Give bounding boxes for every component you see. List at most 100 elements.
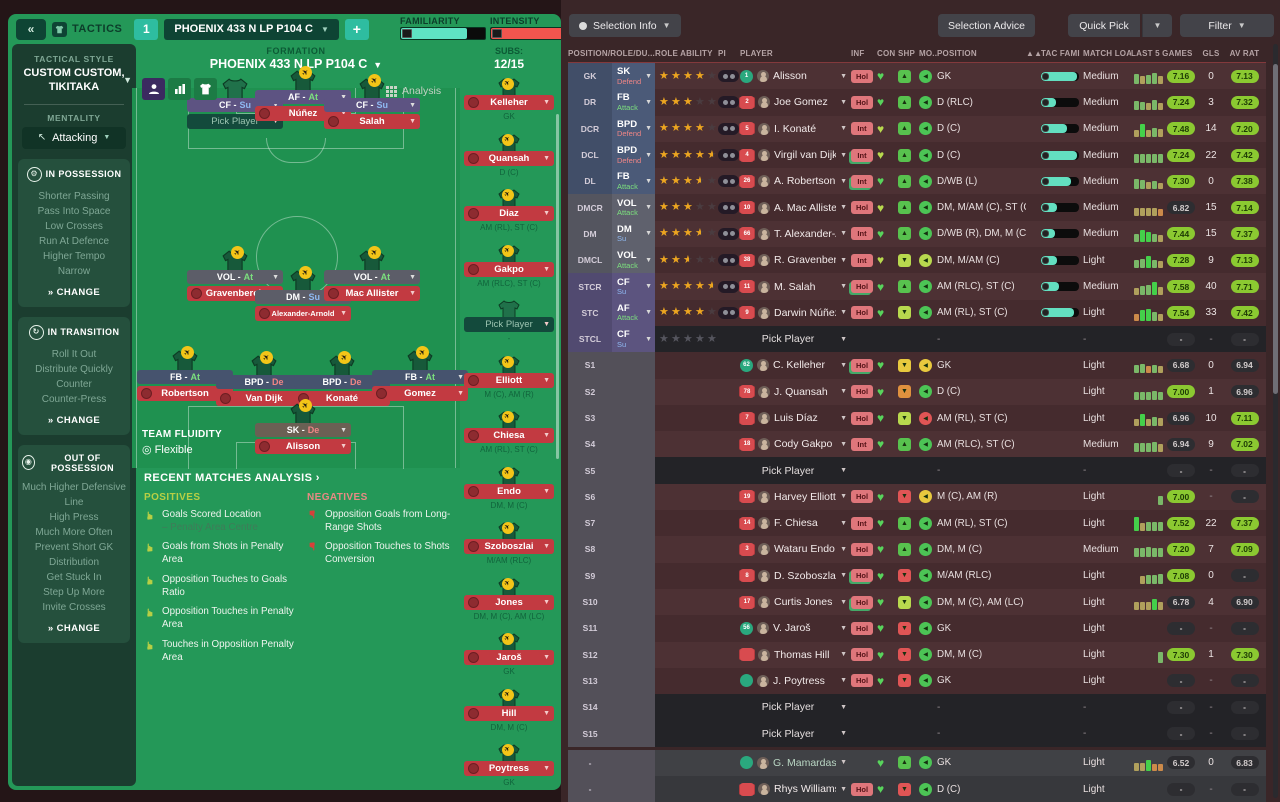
role-duty-cell[interactable] <box>612 720 655 747</box>
rma-title[interactable]: RECENT MATCHES ANALYSIS › <box>144 472 320 484</box>
info-tag[interactable]: Hol <box>851 69 873 83</box>
role-duty-cell[interactable]: BPD Defend ▼ <box>612 115 655 142</box>
player-cell[interactable]: 2 Joe Gomez ▼ <box>740 89 851 115</box>
table-row-wataru-endo[interactable]: S8 3 Wataru Endo ▼ Hol ♥ ▲ ◀ DM, M (C) Medium 7.20… <box>568 536 1266 563</box>
info-tag[interactable]: Hol <box>851 358 873 372</box>
swap-transfer-icon[interactable]: ✈ <box>502 244 514 257</box>
role-duty-pill[interactable]: VOL - At ▼ <box>187 270 283 284</box>
quick-pick-button[interactable]: Quick Pick <box>1068 14 1140 37</box>
player-cell[interactable]: Pick Player ▼ <box>740 326 851 352</box>
info-tag[interactable]: Hol <box>851 280 873 294</box>
info-tag[interactable]: Hol <box>851 306 873 320</box>
change-button[interactable]: » CHANGE <box>47 622 101 634</box>
swap-transfer-icon[interactable]: ✈ <box>502 466 514 479</box>
table-row-harvey-elliott[interactable]: S6 19 Harvey Elliott ▼ Hol ♥ ▼ ◀ M (C), AM (R) Li… <box>568 483 1266 511</box>
player-instructions-icon[interactable] <box>718 175 739 188</box>
table-row-alisson[interactable]: GK SK Defend ▼ ★ ★ ★ ★ ★ ★ ★ ★ ★ 1 Alisson ▼ Hol ♥ ▲ ◀ GK Med… <box>568 63 1266 90</box>
role-duty-cell[interactable]: CF Su ▼ <box>612 325 655 353</box>
role-duty-cell[interactable]: FB Attack ▼ <box>612 89 655 116</box>
pick-player-dropdown[interactable]: Pick Player <box>761 464 815 477</box>
role-duty-cell[interactable]: BPD Defend ▼ <box>612 141 655 169</box>
swap-transfer-icon[interactable]: ✈ <box>231 246 244 259</box>
table-row-luis-d-az[interactable]: S3 7 Luis Díaz ▼ Hol ♥ ▼ ◀ AM (RL), ST (C) Light 6… <box>568 404 1266 432</box>
info-tag[interactable]: Int <box>851 516 873 530</box>
player-name-pill[interactable]: Kelleher ▼ <box>464 95 554 110</box>
swap-transfer-icon[interactable]: ✈ <box>368 74 381 87</box>
kit-view-button[interactable] <box>194 78 217 100</box>
table-row-d--szoboszlai[interactable]: S9 8 D. Szoboszlai ▼ Hol ♥ ▼ ◀ M/AM (RLC) Light 7.… <box>568 562 1266 589</box>
info-tag[interactable]: Hol <box>851 201 873 215</box>
role-duty-pill[interactable]: VOL - At ▼ <box>324 270 420 284</box>
player-name-pill[interactable]: Szoboszlai ▼ <box>464 539 554 554</box>
table-row-rhys-williams[interactable]: - Rhys Williams ▼ Hol ♥ ▼ ◀ D (C) Light - - - <box>568 776 1266 802</box>
analysis-button[interactable]: Analysis <box>386 82 441 100</box>
role-duty-cell[interactable] <box>612 404 655 432</box>
table-row-a--mac-allister[interactable]: DMCR VOL Attack ▼ ★ ★ ★ ★ ★ ★ ★ ★ 10 A. Mac Allister ▼… <box>568 194 1266 221</box>
player-instructions-icon[interactable] <box>718 149 739 162</box>
info-tag[interactable]: Int <box>851 148 873 162</box>
role-duty-cell[interactable] <box>612 352 655 379</box>
column-header-player[interactable]: PLAYER <box>740 49 773 58</box>
back-button[interactable]: « <box>16 18 46 40</box>
table-row-f--chiesa[interactable]: S7 14 F. Chiesa ▼ Int ♥ ▲ ◀ AM (RL), ST (C) Light… <box>568 510 1266 537</box>
player-cell[interactable]: 17 Curtis Jones ▼ <box>740 589 851 615</box>
column-header-gls[interactable]: GLS <box>1202 49 1220 58</box>
player-name-pill[interactable]: Chiesa ▼ <box>464 428 554 443</box>
player-instructions-icon[interactable] <box>718 96 739 109</box>
column-header-match-load[interactable]: MATCH LOAD <box>1083 49 1131 58</box>
player-name-pill[interactable]: Poytress ▼ <box>464 761 554 776</box>
role-duty-pill[interactable]: CF - Su ▼ <box>324 98 420 112</box>
player-cell[interactable]: 18 Cody Gakpo ▼ <box>740 431 851 457</box>
player-name-pill[interactable]: Diaz ▼ <box>464 206 554 221</box>
stats-view-button[interactable] <box>168 78 191 100</box>
role-duty-cell[interactable]: SK Defend ▼ <box>612 63 655 90</box>
table-row-pick-player[interactable]: S15 Pick Player ▼ - - - - - <box>568 720 1266 747</box>
swap-transfer-icon[interactable]: ✈ <box>502 189 514 201</box>
table-row-pick-player[interactable]: STCL CF Su ▼ ★ ★ ★ ★ ★ Pick Player ▼ - - - - - <box>568 325 1266 353</box>
table-row-g--mamardashvili[interactable]: - G. Mamardashvili▼ ♥ ▲ ◀ GK Light 6.52 0 6.83 <box>568 749 1266 777</box>
role-duty-pill[interactable]: FB - At▼ <box>372 370 468 384</box>
role-duty-cell[interactable] <box>612 667 655 695</box>
table-row-joe-gomez[interactable]: DR FB Attack ▼ ★ ★ ★ ★ ★ ★ ★ ★ 2 Joe Gomez ▼ Hol ♥ ▲ ◀ D (R… <box>568 89 1266 116</box>
tactical-style-dropdown[interactable]: CUSTOM CUSTOM, TIKITAKA ▼ <box>23 67 132 93</box>
column-header-pi[interactable]: PI <box>718 49 726 58</box>
selection-advice-button[interactable]: Selection Advice <box>937 14 1035 37</box>
player-name-pill[interactable]: Endo ▼ <box>464 483 554 499</box>
player-instructions-icon[interactable] <box>718 254 739 267</box>
player-cell[interactable]: 1 Alisson ▼ <box>740 63 851 89</box>
player-cell[interactable]: J. Poytress ▼ <box>740 668 851 694</box>
player-cell[interactable]: 7 Luis Díaz ▼ <box>740 405 851 431</box>
table-row-j--quansah[interactable]: S2 78 J. Quansah ▼ Hol ♥ ▼ ◀ D (C) Light 7.00 1 6.96 <box>568 378 1266 405</box>
swap-transfer-icon[interactable]: ✈ <box>181 346 194 359</box>
info-tag[interactable]: Hol <box>851 595 873 609</box>
table-row-v--jaro-[interactable]: S11 56 V. Jaroš ▼ Hol ♥ ▼ ◀ GK Light - - - <box>568 615 1266 642</box>
role-duty-cell[interactable] <box>612 431 655 458</box>
role-duty-cell[interactable]: CF Su ▼ <box>612 273 655 300</box>
role-duty-cell[interactable] <box>612 483 655 511</box>
player-name-pill[interactable]: Quansah ▼ <box>464 150 554 166</box>
player-name-pill[interactable]: Elliott ▼ <box>464 372 554 388</box>
pick-player-dropdown[interactable]: Pick Player <box>761 333 815 346</box>
player-name-pill[interactable]: Hill ▼ <box>464 705 554 721</box>
swap-transfer-icon[interactable]: ✈ <box>502 688 514 701</box>
player-instructions-icon[interactable] <box>718 280 739 293</box>
player-cell[interactable]: 38 R. Gravenberch▼ <box>740 247 851 273</box>
info-tag[interactable]: Hol <box>851 621 873 635</box>
player-name-pill[interactable]: Konaté▼ <box>294 391 390 406</box>
role-duty-cell[interactable]: AF Attack ▼ <box>612 299 655 326</box>
role-duty-pill[interactable]: SK - De ▼ <box>255 423 351 437</box>
table-row-cody-gakpo[interactable]: S4 18 Cody Gakpo ▼ Int ♥ ▲ ◀ AM (RLC), ST (C) Med… <box>568 431 1266 458</box>
info-tag[interactable]: Hol <box>851 385 873 399</box>
player-cell[interactable]: 9 Darwin Núñez ▼ <box>740 300 851 326</box>
info-tag[interactable]: Hol <box>851 782 873 796</box>
swap-transfer-icon[interactable]: ✈ <box>502 133 514 146</box>
swap-transfer-icon[interactable]: ✈ <box>299 266 312 279</box>
player-cell[interactable]: 56 V. Jaroš ▼ <box>740 615 851 641</box>
change-button[interactable]: » CHANGE <box>47 286 101 298</box>
player-cell[interactable]: 62 C. Kelleher ▼ <box>740 352 851 378</box>
quick-pick-chevron-button[interactable]: ▼ <box>1142 14 1172 37</box>
role-duty-cell[interactable] <box>612 588 655 616</box>
column-header-inf[interactable]: INF <box>851 49 865 58</box>
